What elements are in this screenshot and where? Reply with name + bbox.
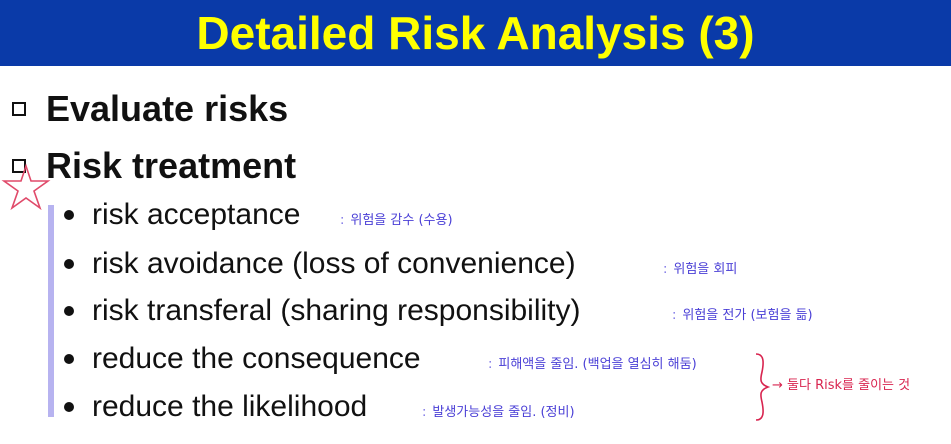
sub-item-label: risk transferal (sharing responsibility) <box>92 294 581 327</box>
checkbox-bullet-icon <box>12 102 26 116</box>
sub-item-consequence: reduce the consequence <box>64 342 421 376</box>
annotation-likelihood: : 발생가능성을 줄임. (정비) <box>422 405 575 420</box>
item-risk-treatment: Risk treatment <box>12 145 296 187</box>
checkbox-bullet-icon <box>12 159 26 173</box>
annotation-consequence: : 피해액을 줄임. (백업을 열심히 해둠) <box>488 357 697 372</box>
sub-item-label: risk avoidance (loss of convenience) <box>92 247 576 280</box>
annotation-avoidance: : 위험을 회피 <box>663 262 738 277</box>
bullet-icon <box>64 306 74 316</box>
bullet-icon <box>64 259 74 269</box>
item-label: Risk treatment <box>46 145 297 186</box>
star-annotation-icon <box>1 163 51 211</box>
slide-title: Detailed Risk Analysis (3) <box>196 7 755 59</box>
annotation-acceptance: : 위험을 감수 (수용) <box>340 213 453 228</box>
item-evaluate-risks: Evaluate risks <box>12 88 288 130</box>
sub-item-label: reduce the likelihood <box>92 390 368 423</box>
item-label: Evaluate risks <box>46 88 289 129</box>
bullet-icon <box>64 354 74 364</box>
sub-item-label: risk acceptance <box>92 198 301 231</box>
sub-item-likelihood: reduce the likelihood <box>64 390 367 424</box>
bullet-icon <box>64 210 74 220</box>
bullet-icon <box>64 402 74 412</box>
sub-list-bracket <box>48 205 54 417</box>
curly-brace-annotation-icon <box>755 353 771 421</box>
sub-item-transferal: risk transferal (sharing responsibility) <box>64 294 581 328</box>
sub-item-label: reduce the consequence <box>92 342 421 375</box>
sub-item-acceptance: risk acceptance <box>64 198 300 232</box>
side-annotation: → 둘다 Risk를 줄이는 것 <box>772 378 911 393</box>
sub-item-avoidance: risk avoidance (loss of convenience) <box>64 247 576 281</box>
title-bar: Detailed Risk Analysis (3) <box>0 0 951 66</box>
annotation-transferal: : 위험을 전가 (보험을 듦) <box>672 308 813 323</box>
